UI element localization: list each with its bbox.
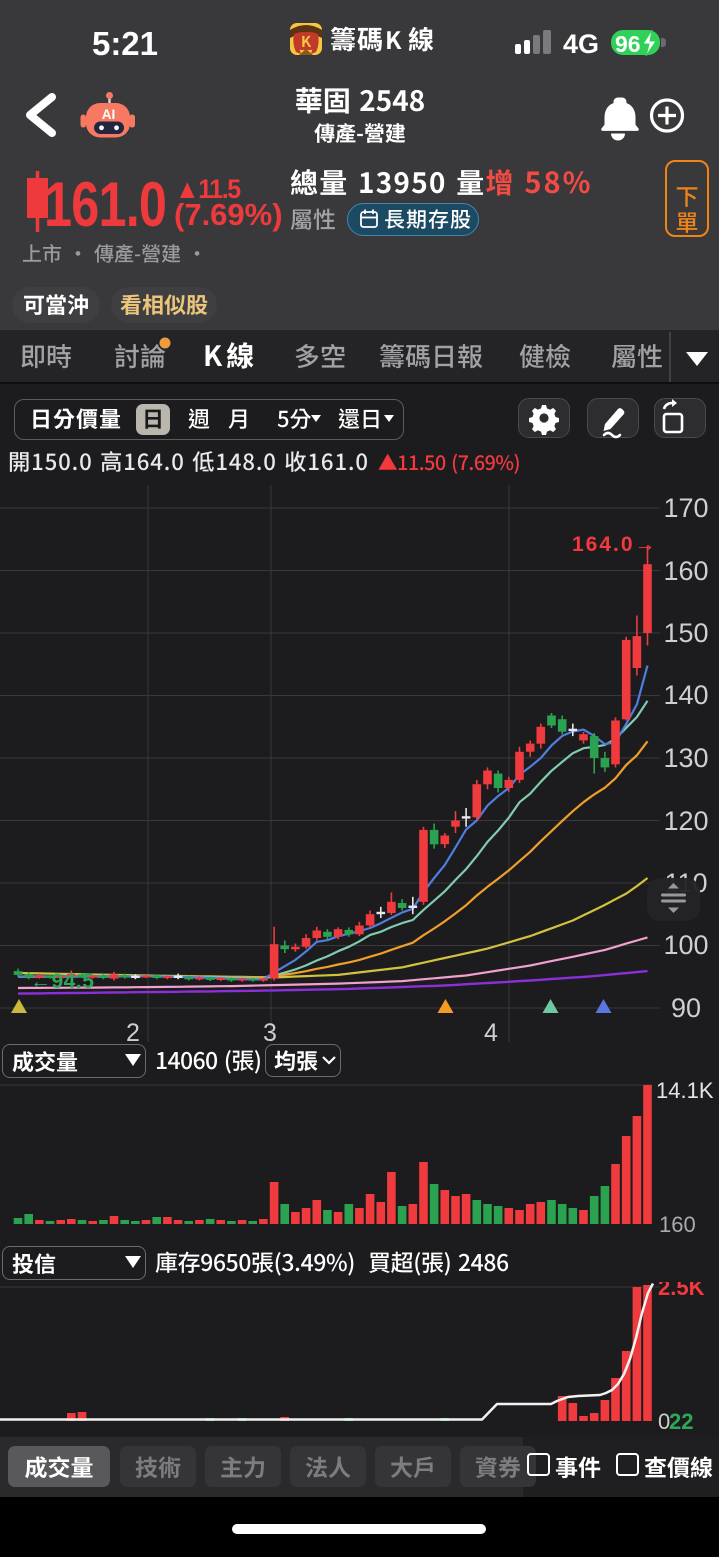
svg-text:0: 0 (658, 1409, 670, 1434)
svg-text:22: 22 (669, 1409, 693, 1434)
svg-text:120: 120 (663, 806, 708, 836)
svg-text:100: 100 (663, 930, 708, 960)
svg-text:90: 90 (671, 993, 701, 1023)
svg-text:130: 130 (663, 743, 708, 773)
svg-text:160: 160 (663, 556, 708, 586)
svg-text:2: 2 (126, 1019, 140, 1046)
svg-text:164.0→: 164.0→ (572, 533, 658, 556)
svg-text:160: 160 (659, 1212, 696, 1236)
svg-text:170: 170 (663, 493, 708, 523)
svg-text:2.5K: 2.5K (658, 1282, 705, 1300)
svg-text:←94.5: ←94.5 (30, 970, 94, 993)
svg-text:3: 3 (263, 1019, 277, 1046)
svg-text:4: 4 (484, 1019, 498, 1046)
svg-text:140: 140 (663, 680, 708, 710)
svg-text:14.1K: 14.1K (656, 1080, 714, 1103)
svg-text:150: 150 (663, 618, 708, 648)
